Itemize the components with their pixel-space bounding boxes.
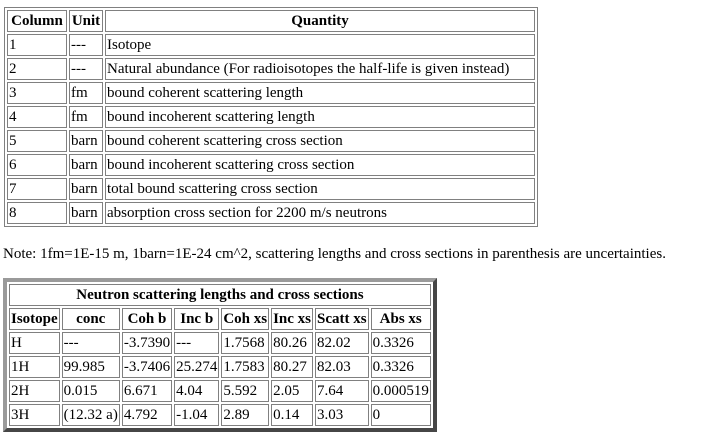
cell-inc-xs: 0.14	[271, 404, 314, 426]
legend-cell-column: 4	[7, 106, 67, 128]
cell-inc-xs: 80.27	[271, 356, 314, 378]
cell-inc-b: -1.04	[174, 404, 220, 426]
legend-cell-column: 5	[7, 130, 67, 152]
data-table-title: Neutron scattering lengths and cross sec…	[9, 284, 431, 306]
cell-coh-b: -3.7390	[121, 332, 173, 354]
legend-cell-unit: fm	[69, 106, 103, 128]
legend-cell-unit: fm	[69, 82, 103, 104]
data-header-coh-xs: Coh xs	[221, 308, 270, 330]
legend-cell-quantity: bound incoherent scattering length	[105, 106, 535, 128]
table-row: H --- -3.7390 --- 1.7568 80.26 82.02 0.3…	[9, 332, 431, 354]
legend-cell-column: 8	[7, 202, 67, 224]
legend-row: 6 barn bound incoherent scattering cross…	[7, 154, 535, 176]
legend-cell-quantity: bound coherent scattering length	[105, 82, 535, 104]
units-note: Note: 1fm=1E-15 m, 1barn=1E-24 cm^2, sca…	[3, 246, 666, 262]
cell-abs-xs: 0.000519	[370, 380, 431, 402]
cell-scatt-xs: 7.64	[315, 380, 369, 402]
legend-cell-unit: barn	[69, 202, 103, 224]
cell-isotope: 3H	[9, 404, 60, 426]
data-header-row: Isotope conc Coh b Inc b Coh xs Inc xs S…	[9, 308, 431, 330]
cell-abs-xs: 0.3326	[370, 332, 431, 354]
data-header-coh-b: Coh b	[121, 308, 173, 330]
legend-cell-quantity: bound coherent scattering cross section	[105, 130, 535, 152]
data-header-scatt-xs: Scatt xs	[315, 308, 369, 330]
cell-scatt-xs: 82.03	[315, 356, 369, 378]
cell-inc-b: 25.274	[174, 356, 220, 378]
legend-header-row: Column Unit Quantity	[7, 10, 535, 32]
cell-coh-b: 4.792	[121, 404, 173, 426]
column-legend-table: Column Unit Quantity 1 --- Isotope 2 ---…	[4, 7, 538, 227]
data-header-conc: conc	[61, 308, 120, 330]
legend-cell-column: 7	[7, 178, 67, 200]
legend-cell-unit: barn	[69, 154, 103, 176]
data-header-inc-xs: Inc xs	[271, 308, 314, 330]
cell-inc-b: ---	[174, 332, 220, 354]
cell-scatt-xs: 3.03	[315, 404, 369, 426]
cell-conc: 0.015	[61, 380, 120, 402]
legend-cell-quantity: total bound scattering cross section	[105, 178, 535, 200]
legend-cell-quantity: absorption cross section for 2200 m/s ne…	[105, 202, 535, 224]
legend-cell-unit: barn	[69, 130, 103, 152]
legend-cell-quantity: Isotope	[105, 34, 535, 56]
cell-coh-b: -3.7406	[121, 356, 173, 378]
legend-cell-unit: ---	[69, 34, 103, 56]
cell-inc-b: 4.04	[174, 380, 220, 402]
cell-inc-xs: 2.05	[271, 380, 314, 402]
legend-row: 7 barn total bound scattering cross sect…	[7, 178, 535, 200]
legend-row: 3 fm bound coherent scattering length	[7, 82, 535, 104]
cell-coh-xs: 2.89	[221, 404, 270, 426]
cell-abs-xs: 0.3326	[370, 356, 431, 378]
cell-coh-b: 6.671	[121, 380, 173, 402]
data-title-row: Neutron scattering lengths and cross sec…	[9, 284, 431, 306]
legend-cell-quantity: Natural abundance (For radioisotopes the…	[105, 58, 535, 80]
cell-conc: (12.32 a)	[61, 404, 120, 426]
legend-cell-column: 6	[7, 154, 67, 176]
table-row: 2H 0.015 6.671 4.04 5.592 2.05 7.64 0.00…	[9, 380, 431, 402]
legend-row: 4 fm bound incoherent scattering length	[7, 106, 535, 128]
legend-row: 8 barn absorption cross section for 2200…	[7, 202, 535, 224]
legend-cell-column: 1	[7, 34, 67, 56]
legend-header-column: Column	[7, 10, 67, 32]
cell-isotope: H	[9, 332, 60, 354]
cell-inc-xs: 80.26	[271, 332, 314, 354]
cell-coh-xs: 5.592	[221, 380, 270, 402]
table-row: 1H 99.985 -3.7406 25.274 1.7583 80.27 82…	[9, 356, 431, 378]
legend-header-unit: Unit	[69, 10, 103, 32]
legend-cell-unit: barn	[69, 178, 103, 200]
neutron-scattering-table: Neutron scattering lengths and cross sec…	[3, 278, 437, 432]
legend-cell-column: 2	[7, 58, 67, 80]
legend-cell-unit: ---	[69, 58, 103, 80]
legend-row: 1 --- Isotope	[7, 34, 535, 56]
cell-scatt-xs: 82.02	[315, 332, 369, 354]
data-header-inc-b: Inc b	[174, 308, 220, 330]
legend-cell-quantity: bound incoherent scattering cross sectio…	[105, 154, 535, 176]
legend-row: 5 barn bound coherent scattering cross s…	[7, 130, 535, 152]
cell-abs-xs: 0	[370, 404, 431, 426]
data-header-abs-xs: Abs xs	[370, 308, 431, 330]
cell-coh-xs: 1.7583	[221, 356, 270, 378]
cell-isotope: 1H	[9, 356, 60, 378]
cell-conc: ---	[61, 332, 120, 354]
legend-cell-column: 3	[7, 82, 67, 104]
cell-coh-xs: 1.7568	[221, 332, 270, 354]
cell-isotope: 2H	[9, 380, 60, 402]
legend-row: 2 --- Natural abundance (For radioisotop…	[7, 58, 535, 80]
table-row: 3H (12.32 a) 4.792 -1.04 2.89 0.14 3.03 …	[9, 404, 431, 426]
data-header-isotope: Isotope	[9, 308, 60, 330]
cell-conc: 99.985	[61, 356, 120, 378]
legend-header-quantity: Quantity	[105, 10, 535, 32]
